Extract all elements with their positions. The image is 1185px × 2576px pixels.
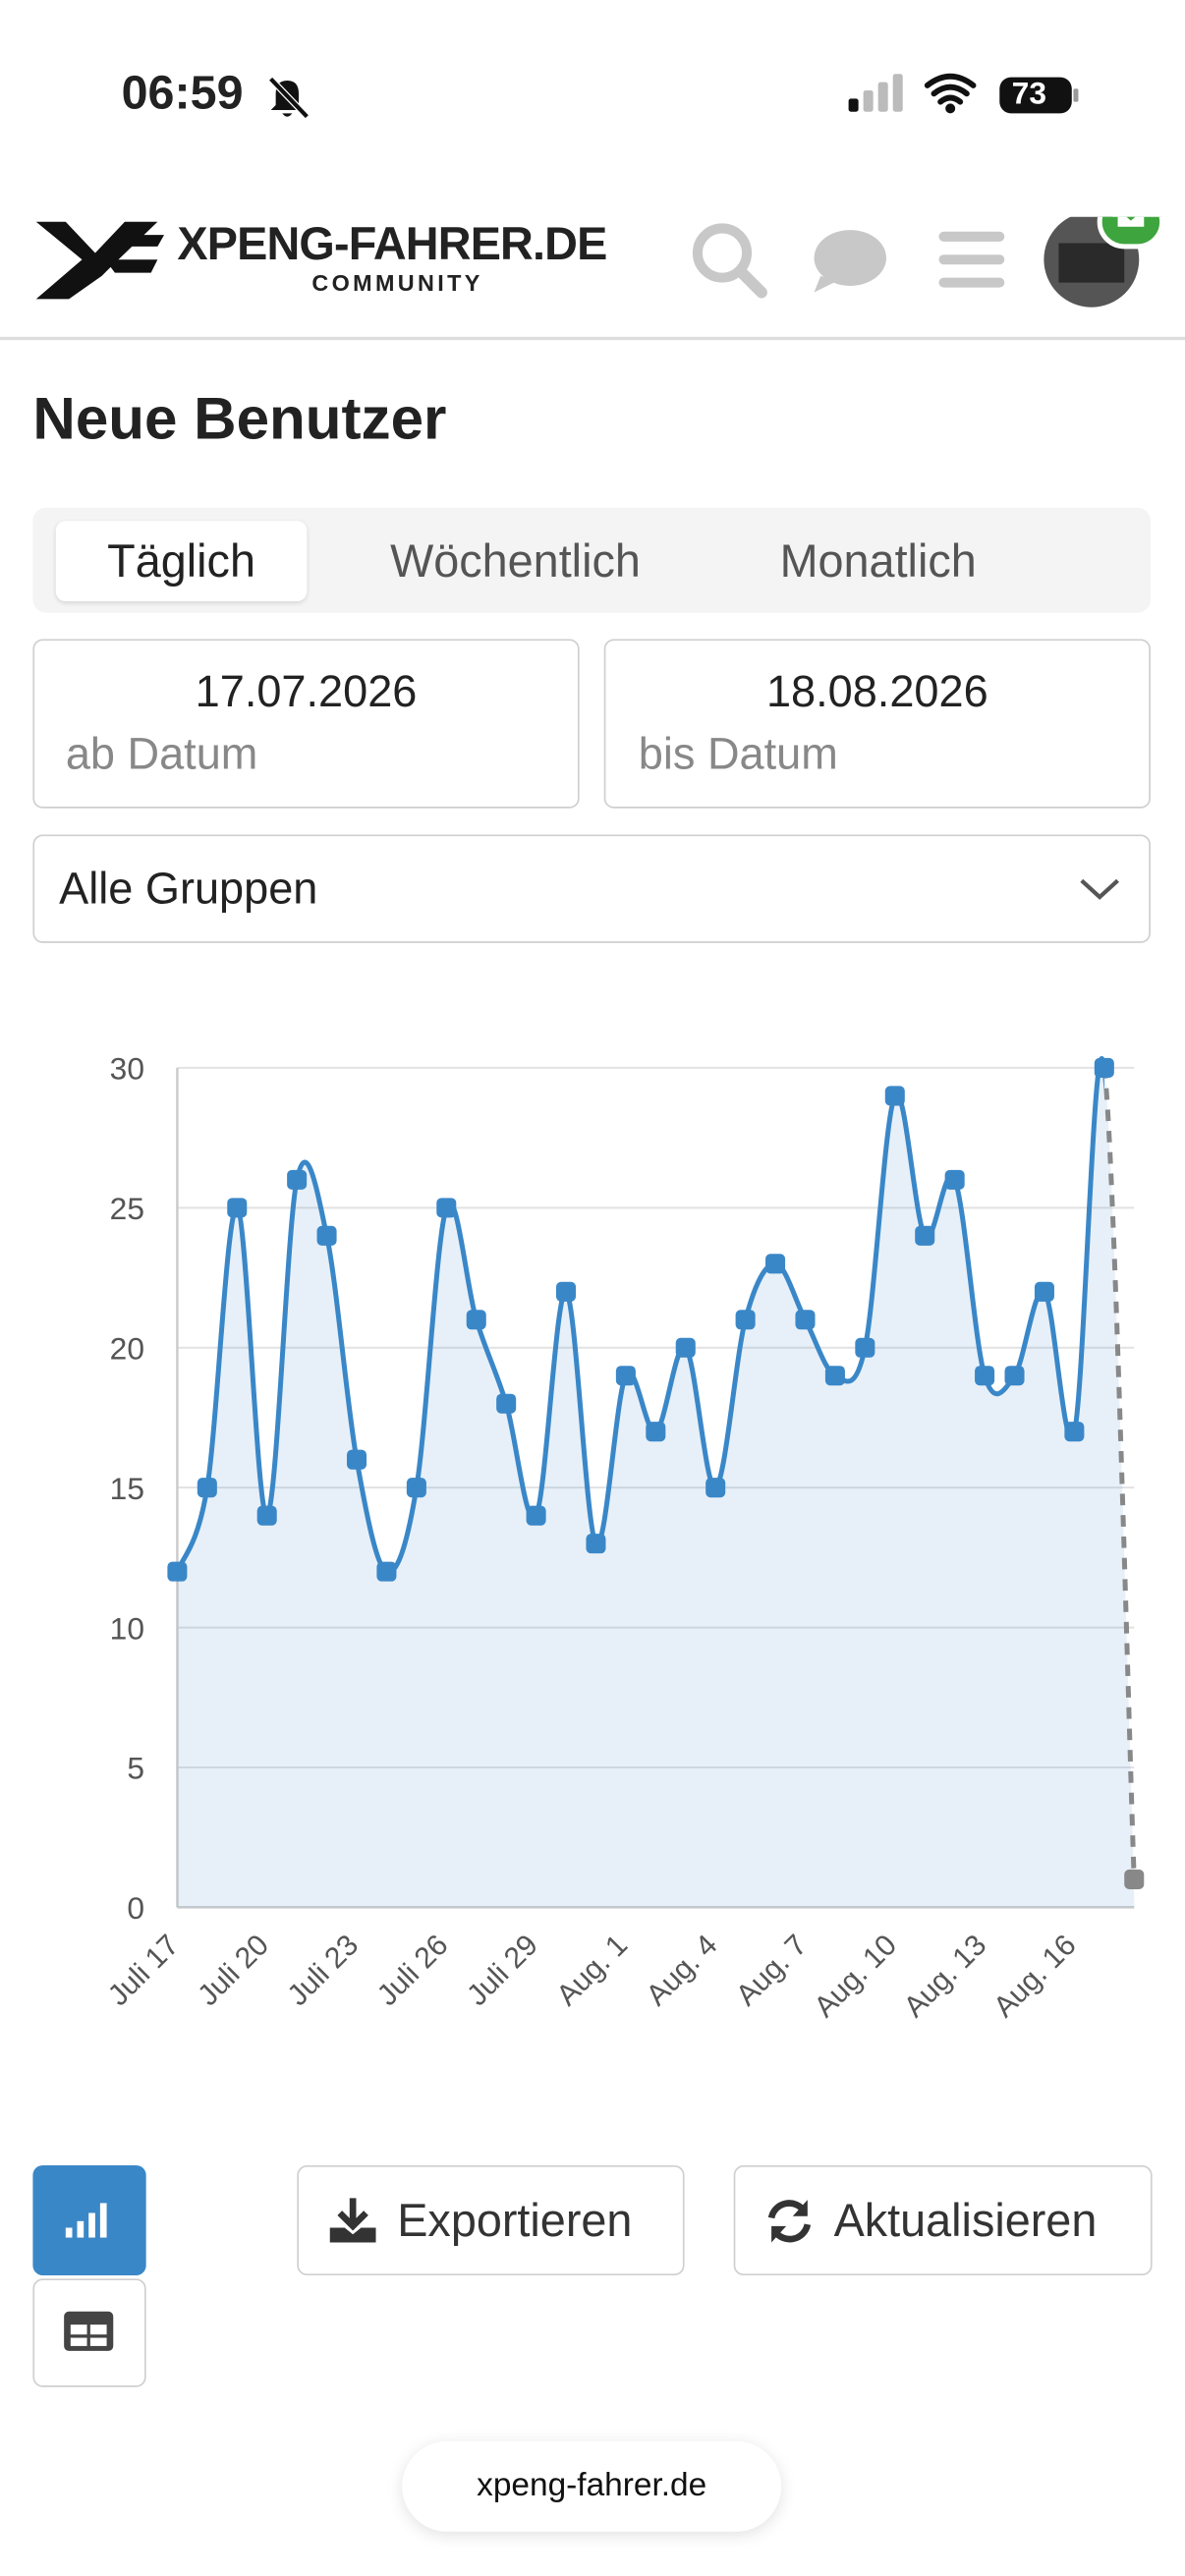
point (944, 1169, 965, 1190)
point (466, 1310, 486, 1330)
x-tick-label: Aug. 1 (550, 1929, 634, 2012)
tab[interactable]: Wöchentlich (390, 535, 641, 587)
tab-active (55, 521, 308, 602)
point (287, 1169, 308, 1190)
group-select[interactable] (32, 834, 1151, 943)
x-tick-label: Aug. 16 (988, 1929, 1083, 2024)
chart: 0 5 10 15 20 25 30 Juli 17 Juli 20 Juli 23 Juli 26… (102, 1051, 1145, 2024)
point (436, 1198, 457, 1218)
point (884, 1086, 905, 1106)
battery: 73 (1011, 77, 1046, 112)
point (316, 1225, 337, 1246)
point (675, 1337, 696, 1358)
export-label: Exportieren (397, 2195, 633, 2246)
point (1004, 1366, 1025, 1386)
x-tick-label: Juli 20 (192, 1929, 275, 2012)
tab[interactable]: Täglich (107, 535, 255, 587)
logo-text[interactable]: XPENG-FAHRER.DE (177, 218, 607, 270)
date-value: 18.08.2026 (765, 666, 988, 717)
url-pill[interactable] (402, 2440, 782, 2532)
point (496, 1393, 517, 1414)
header-icons[interactable] (690, 216, 1182, 315)
point (975, 1366, 995, 1386)
point (197, 1478, 217, 1498)
select-value: Alle Gruppen (59, 864, 318, 914)
y-tick-label: 25 (110, 1191, 144, 1226)
point (526, 1505, 546, 1526)
point (167, 1561, 188, 1582)
refresh-icon (767, 2200, 812, 2243)
date-input[interactable] (32, 639, 580, 809)
mute-icon (268, 76, 310, 120)
point (1124, 1869, 1145, 1889)
date-label: ab Datum (65, 729, 258, 779)
x-tick-label: Juli 17 (102, 1929, 186, 2012)
point (795, 1310, 816, 1330)
x-tick-label: Aug. 4 (641, 1929, 724, 2012)
point (376, 1561, 397, 1582)
date-label: bis Datum (638, 729, 838, 779)
logo-sub: COMMUNITY (311, 269, 483, 296)
area (177, 1058, 1135, 1908)
status-time: 06:59 (121, 67, 244, 121)
y-tick-label: 20 (110, 1330, 144, 1366)
y-tick-label: 5 (127, 1751, 144, 1786)
refresh-label: Aktualisieren (833, 2195, 1098, 2246)
x-tick-label: Aug. 10 (808, 1929, 903, 2024)
point (1094, 1057, 1114, 1078)
point (646, 1422, 666, 1442)
x-tick-label: Juli 26 (371, 1929, 455, 2012)
point (915, 1225, 935, 1246)
point (586, 1534, 606, 1554)
chart-icon (65, 2203, 107, 2238)
x-tick-label: Juli 23 (282, 1929, 366, 2012)
point (615, 1366, 636, 1386)
y-tick-label: 30 (110, 1051, 144, 1087)
refresh-button[interactable] (733, 2164, 1153, 2275)
x-tick-label: Aug. 7 (730, 1929, 814, 2012)
y-tick-label: 15 (110, 1471, 144, 1506)
chevron (1080, 878, 1119, 900)
x-tick-label: Juli 29 (461, 1929, 544, 2012)
status-icons (848, 73, 1079, 114)
point (824, 1366, 845, 1386)
divider (0, 336, 1185, 340)
logo-mark (35, 221, 165, 300)
point (765, 1254, 786, 1274)
point (556, 1281, 577, 1302)
date-value: 17.07.2026 (195, 666, 418, 717)
y-tick-label: 0 (127, 1890, 144, 1926)
page-title: Neue Benutzer (32, 384, 447, 452)
date-input[interactable] (603, 639, 1151, 809)
point (406, 1478, 426, 1498)
tab[interactable]: Monatlich (779, 535, 977, 587)
x-tick-label: Aug. 13 (898, 1929, 993, 2024)
url: xpeng-fahrer.de (477, 2467, 707, 2504)
download-icon (329, 2198, 376, 2243)
point (855, 1337, 875, 1358)
table-icon (64, 2311, 114, 2351)
y-tick-label: 10 (110, 1610, 144, 1646)
point (735, 1310, 756, 1330)
point (346, 1449, 367, 1470)
point (1064, 1422, 1085, 1442)
point (1034, 1281, 1054, 1302)
point (227, 1198, 248, 1218)
point (256, 1505, 277, 1526)
point (705, 1478, 726, 1498)
